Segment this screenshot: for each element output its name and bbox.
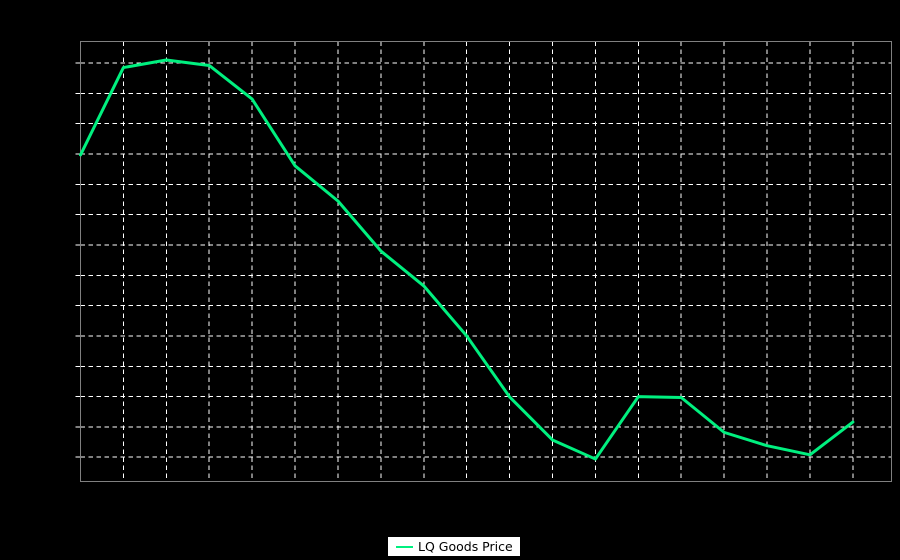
legend-key-line-icon (396, 545, 413, 548)
legend: LQ Goods Price (388, 537, 520, 556)
legend-item-lq-goods-price[interactable]: LQ Goods Price (396, 537, 513, 556)
legend-label: LQ Goods Price (418, 539, 513, 554)
